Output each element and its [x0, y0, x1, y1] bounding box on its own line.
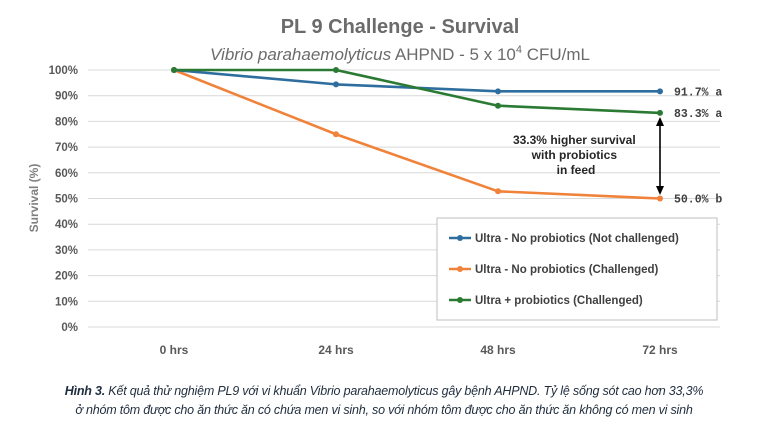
figure-caption-line-2: ở nhóm tôm được cho ăn thức ăn có chứa m…	[0, 403, 768, 417]
data-point	[657, 109, 663, 116]
x-tick-labels: 0 hrs 24 hrs 48 hrs 72 hrs	[160, 343, 678, 357]
y-tick-label: 0%	[61, 322, 78, 334]
data-point	[495, 102, 501, 109]
x-tick-label: 48 hrs	[480, 343, 516, 357]
caption-text-2: ở nhóm tôm được cho ăn thức ăn có chứa m…	[75, 403, 693, 417]
data-point	[333, 81, 339, 88]
end-label: 91.7% a	[674, 86, 722, 99]
survival-chart: PL 9 Challenge - Survival Vibrio parahae…	[27, 16, 722, 357]
end-labels: 91.7% a 50.0% b 83.3% a	[674, 86, 722, 206]
data-point	[495, 188, 501, 195]
y-tick-label: 20%	[55, 271, 78, 283]
y-tick-label: 90%	[55, 91, 78, 103]
y-tick-label: 30%	[55, 245, 78, 257]
legend-marker	[457, 235, 463, 241]
x-tick-label: 0 hrs	[160, 343, 189, 357]
legend: Ultra - No probiotics (Not challenged) Ul…	[436, 217, 718, 321]
legend-label: Ultra + probiotics (Challenged)	[475, 295, 643, 307]
caption-text-1: Kết quả thử nghiệm PL9 với vi khuẩn Vibr…	[105, 384, 704, 398]
series-line	[174, 68, 661, 115]
data-point	[333, 131, 339, 138]
series-line	[173, 68, 661, 200]
x-tick-label: 72 hrs	[642, 343, 678, 357]
data-point	[495, 88, 501, 95]
y-tick-labels: 0% 10% 20% 30% 40% 50% 60% 70% 80% 90% 100%	[49, 65, 78, 334]
annotation-text: 33.3% higher survival with probiotics in…	[513, 133, 639, 177]
chart-title: PL 9 Challenge - Survival	[281, 16, 520, 38]
x-tick-label: 24 hrs	[318, 343, 354, 357]
y-tick-label: 70%	[55, 142, 78, 154]
y-tick-label: 40%	[55, 219, 78, 231]
data-point	[657, 88, 663, 95]
y-tick-label: 60%	[55, 168, 78, 180]
y-tick-label: 100%	[49, 65, 78, 77]
legend-marker	[457, 297, 463, 303]
chart-subtitle: Vibrio parahaemolyticus AHPND - 5 x 104 …	[210, 44, 590, 64]
annotation-arrow	[656, 117, 664, 195]
series-lines	[171, 67, 663, 202]
data-point	[333, 67, 339, 73]
legend-label: Ultra - No probiotics (Not challenged)	[475, 233, 679, 245]
legend-marker	[457, 266, 463, 272]
end-label: 50.0% b	[674, 194, 722, 207]
y-axis-label: Survival (%)	[27, 164, 41, 233]
caption-label: Hình 3.	[64, 384, 106, 398]
legend-box	[436, 217, 718, 321]
data-point	[657, 195, 663, 202]
data-point	[171, 67, 177, 73]
figure-caption-line-1: Hình 3. Kết quả thử nghiệm PL9 với vi kh…	[0, 384, 768, 398]
arrow-head-up	[656, 117, 664, 126]
arrow-head-down	[656, 186, 664, 195]
y-tick-label: 10%	[55, 296, 78, 308]
legend-label: Ultra - No probiotics (Challenged)	[475, 264, 659, 276]
y-tick-label: 50%	[55, 194, 78, 206]
y-tick-label: 80%	[55, 116, 78, 128]
end-label: 83.3% a	[674, 108, 722, 121]
